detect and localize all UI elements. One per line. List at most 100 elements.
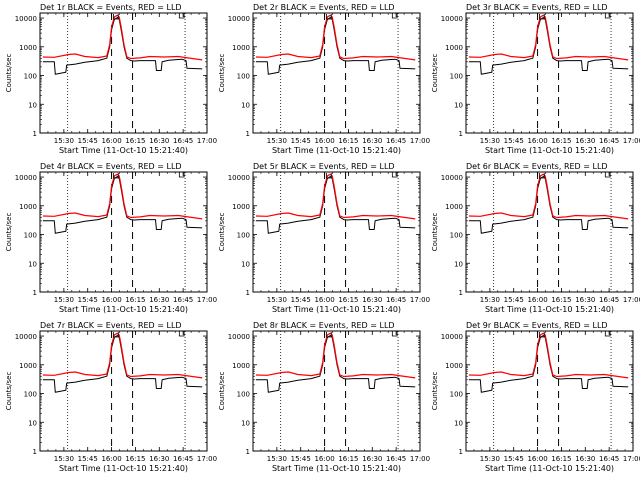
x-tick-label: 17:00: [623, 296, 640, 304]
x-tick-label: 16:00: [314, 296, 334, 304]
x-tick-label: 16:45: [173, 455, 193, 463]
peak-bracket: [539, 332, 545, 338]
x-tick-label: 15:45: [504, 296, 524, 304]
y-axis-label: Counts/sec: [5, 213, 13, 252]
x-tick-label: 15:45: [78, 455, 98, 463]
top-bracket: [604, 172, 611, 178]
peak-bracket: [539, 14, 545, 20]
plot-area: [468, 172, 629, 292]
y-tick-label: 1000: [445, 44, 463, 52]
y-tick-label: 100: [237, 391, 250, 399]
x-axis-label: Start Time (11-Oct-10 15:21:40): [272, 305, 401, 314]
x-tick-label: 16:30: [149, 137, 169, 145]
peak-bracket: [326, 332, 332, 338]
x-tick-label: 16:45: [386, 455, 406, 463]
y-axis-label: Counts/sec: [431, 54, 439, 93]
x-tick-label: 17:00: [410, 455, 430, 463]
y-tick-label: 10000: [228, 174, 250, 182]
x-tick-label: 15:30: [267, 455, 287, 463]
y-tick-label: 1: [459, 448, 463, 456]
y-tick-label: 1000: [445, 203, 463, 211]
plot-area: [255, 331, 416, 451]
peak-bracket: [113, 173, 119, 179]
x-tick-label: 15:45: [291, 137, 311, 145]
x-tick-label: 16:45: [386, 296, 406, 304]
x-tick-label: 15:30: [54, 137, 74, 145]
x-tick-label: 16:30: [575, 296, 595, 304]
y-tick-label: 1000: [232, 362, 250, 370]
y-tick-label: 1000: [232, 203, 250, 211]
chart-title: Det 3r BLACK = Events, RED = LLD: [466, 3, 608, 12]
plot-area: [42, 13, 203, 133]
plot-frame: [252, 12, 421, 134]
peak-bracket: [539, 173, 545, 179]
y-tick-label: 1: [459, 130, 463, 138]
y-tick-label: 10000: [228, 333, 250, 341]
chart-panel-6: Det 6r BLACK = Events, RED = LLD Counts/s…: [431, 162, 640, 314]
series-line-lld: [255, 14, 416, 61]
y-tick-label: 100: [24, 391, 37, 399]
y-tick-label: 10: [241, 101, 250, 109]
y-tick-label: 1000: [232, 44, 250, 52]
y-tick-label: 10000: [15, 15, 37, 23]
x-axis-label: Start Time (11-Oct-10 15:21:40): [59, 146, 188, 155]
plot-area: [468, 331, 629, 451]
y-tick-label: 1000: [445, 362, 463, 370]
x-tick-label: 17:00: [197, 455, 217, 463]
y-tick-label: 10: [28, 419, 37, 427]
x-tick-label: 15:45: [291, 455, 311, 463]
y-tick-label: 100: [450, 391, 463, 399]
chart-panel-8: Det 8r BLACK = Events, RED = LLD Counts/s…: [218, 321, 430, 473]
x-tick-label: 16:00: [527, 455, 547, 463]
x-tick-label: 16:00: [101, 137, 121, 145]
series-line-events: [255, 17, 416, 75]
x-tick-label: 16:30: [362, 137, 382, 145]
x-tick-label: 16:15: [125, 137, 145, 145]
y-tick-label: 1000: [19, 362, 37, 370]
series-line-events: [468, 176, 629, 234]
series-line-lld: [42, 14, 203, 61]
x-tick-label: 15:30: [480, 137, 500, 145]
series-line-lld: [42, 173, 203, 220]
y-axis-label: Counts/sec: [431, 213, 439, 252]
chart-title: Det 2r BLACK = Events, RED = LLD: [253, 3, 395, 12]
chart-panel-5: Det 5r BLACK = Events, RED = LLD Counts/s…: [218, 162, 430, 314]
x-tick-label: 16:45: [386, 137, 406, 145]
y-tick-label: 100: [24, 73, 37, 81]
series-line-events: [468, 335, 629, 393]
series-line-lld: [468, 14, 629, 61]
y-tick-label: 100: [237, 73, 250, 81]
y-tick-label: 100: [24, 232, 37, 240]
y-axis-label: Counts/sec: [218, 372, 226, 411]
plot-frame: [39, 330, 208, 452]
plot-area: [42, 172, 203, 292]
y-tick-label: 10000: [441, 333, 463, 341]
x-tick-label: 16:30: [149, 455, 169, 463]
x-tick-label: 16:00: [101, 455, 121, 463]
top-bracket: [178, 331, 185, 337]
x-tick-label: 16:15: [338, 455, 358, 463]
x-tick-label: 15:45: [504, 455, 524, 463]
chart-title: Det 7r BLACK = Events, RED = LLD: [40, 321, 182, 330]
x-axis-label: Start Time (11-Oct-10 15:21:40): [485, 305, 614, 314]
y-tick-label: 1: [33, 448, 37, 456]
x-tick-label: 16:15: [125, 455, 145, 463]
x-tick-label: 16:45: [599, 455, 619, 463]
plot-frame: [465, 12, 634, 134]
top-bracket: [604, 13, 611, 19]
plot-frame: [39, 171, 208, 293]
x-tick-label: 16:30: [149, 296, 169, 304]
x-tick-label: 15:30: [54, 296, 74, 304]
x-tick-label: 15:45: [291, 296, 311, 304]
plot-frame: [465, 171, 634, 293]
y-tick-label: 10: [454, 419, 463, 427]
x-tick-label: 16:15: [551, 296, 571, 304]
y-tick-label: 1: [33, 289, 37, 297]
top-bracket: [391, 13, 398, 19]
y-tick-label: 1: [33, 130, 37, 138]
y-tick-label: 10000: [228, 15, 250, 23]
series-line-lld: [255, 173, 416, 220]
series-line-events: [42, 17, 203, 75]
